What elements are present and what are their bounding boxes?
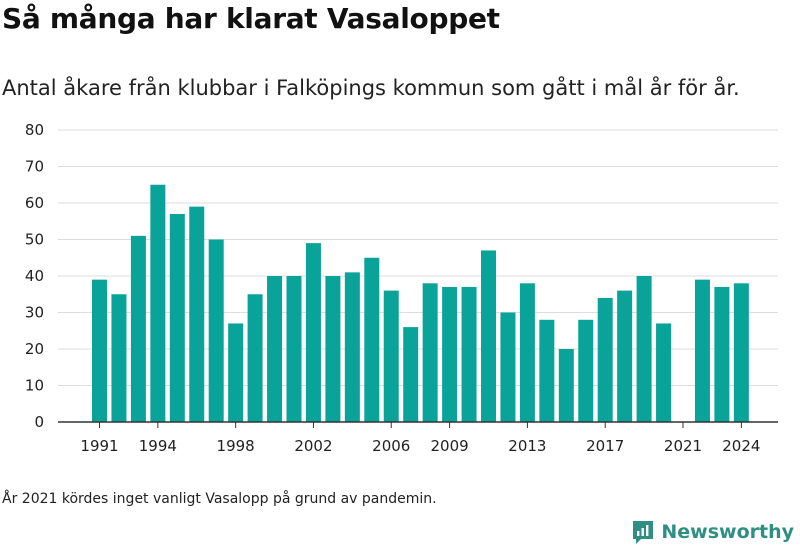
- bar-2013: [519, 283, 535, 422]
- bar-chart: 0 10 20 30 40 50 60 70 80 1991 1994 1998 2002 2006 20…: [25, 121, 778, 455]
- bar-2012: [500, 312, 516, 422]
- bar-2017: [597, 297, 613, 422]
- bar-1994: [150, 184, 166, 422]
- bars: [92, 184, 749, 422]
- bar-2015: [558, 349, 574, 422]
- bar-2023: [714, 286, 730, 422]
- y-tick-label: 60: [25, 194, 44, 212]
- y-axis-ticks: 0 10 20 30 40 50 60 70 80: [25, 121, 44, 431]
- bar-1998: [228, 323, 244, 422]
- y-tick-label: 80: [25, 121, 44, 139]
- bar-2007: [403, 327, 419, 422]
- bar-1996: [189, 206, 205, 422]
- bar-1995: [169, 213, 185, 422]
- x-tick-label: 1991: [80, 437, 118, 455]
- y-tick-label: 10: [25, 377, 44, 395]
- bar-2009: [442, 286, 458, 422]
- bar-2008: [422, 283, 438, 422]
- bar-2011: [481, 250, 496, 422]
- x-tick-label: 1994: [139, 437, 177, 455]
- x-tick-label: 1998: [217, 437, 255, 455]
- bar-2000: [267, 276, 283, 422]
- bar-2018: [617, 290, 633, 422]
- bar-1993: [130, 235, 146, 422]
- bar-2016: [578, 319, 594, 422]
- bar-1991: [92, 279, 107, 422]
- y-tick-label: 0: [34, 413, 44, 431]
- y-tick-label: 70: [25, 158, 44, 176]
- bar-2006: [383, 290, 399, 422]
- bar-2024: [733, 283, 749, 422]
- y-tick-label: 20: [25, 340, 44, 358]
- x-tick-label: 2021: [664, 437, 702, 455]
- x-tick-label: 2002: [294, 437, 332, 455]
- bar-1992: [111, 294, 127, 422]
- bar-2003: [325, 276, 341, 422]
- bar-2019: [636, 276, 652, 422]
- x-tick-label: 2024: [722, 437, 760, 455]
- brand-name: Newsworthy: [661, 521, 794, 543]
- bar-1999: [247, 294, 263, 422]
- x-axis-ticks: 1991 1994 1998 2002 2006 2009 2013 2017 2021 2024: [80, 422, 760, 455]
- chart-subtitle: Antal åkare från klubbar i Falköpings ko…: [2, 76, 740, 100]
- bar-2005: [364, 257, 380, 422]
- newsworthy-logo-icon: [633, 521, 654, 544]
- bar-2022: [694, 279, 710, 422]
- bar-2020: [656, 323, 672, 422]
- bar-2004: [344, 272, 360, 422]
- x-tick-label: 2013: [508, 437, 546, 455]
- bar-1997: [208, 239, 224, 422]
- x-tick-label: 2017: [586, 437, 624, 455]
- bar-2002: [305, 243, 321, 422]
- bar-2010: [461, 286, 477, 422]
- x-tick-label: 2006: [372, 437, 410, 455]
- bar-2001: [286, 276, 302, 422]
- y-tick-label: 40: [25, 267, 44, 285]
- bar-2014: [539, 319, 555, 422]
- brand-logo: Newsworthy: [631, 519, 794, 545]
- y-tick-label: 50: [25, 231, 44, 249]
- footnote: År 2021 kördes inget vanligt Vasalopp på…: [2, 491, 437, 507]
- chart-title: Så många har klarat Vasaloppet: [2, 2, 500, 35]
- y-tick-label: 30: [25, 304, 44, 322]
- x-tick-label: 2009: [431, 437, 469, 455]
